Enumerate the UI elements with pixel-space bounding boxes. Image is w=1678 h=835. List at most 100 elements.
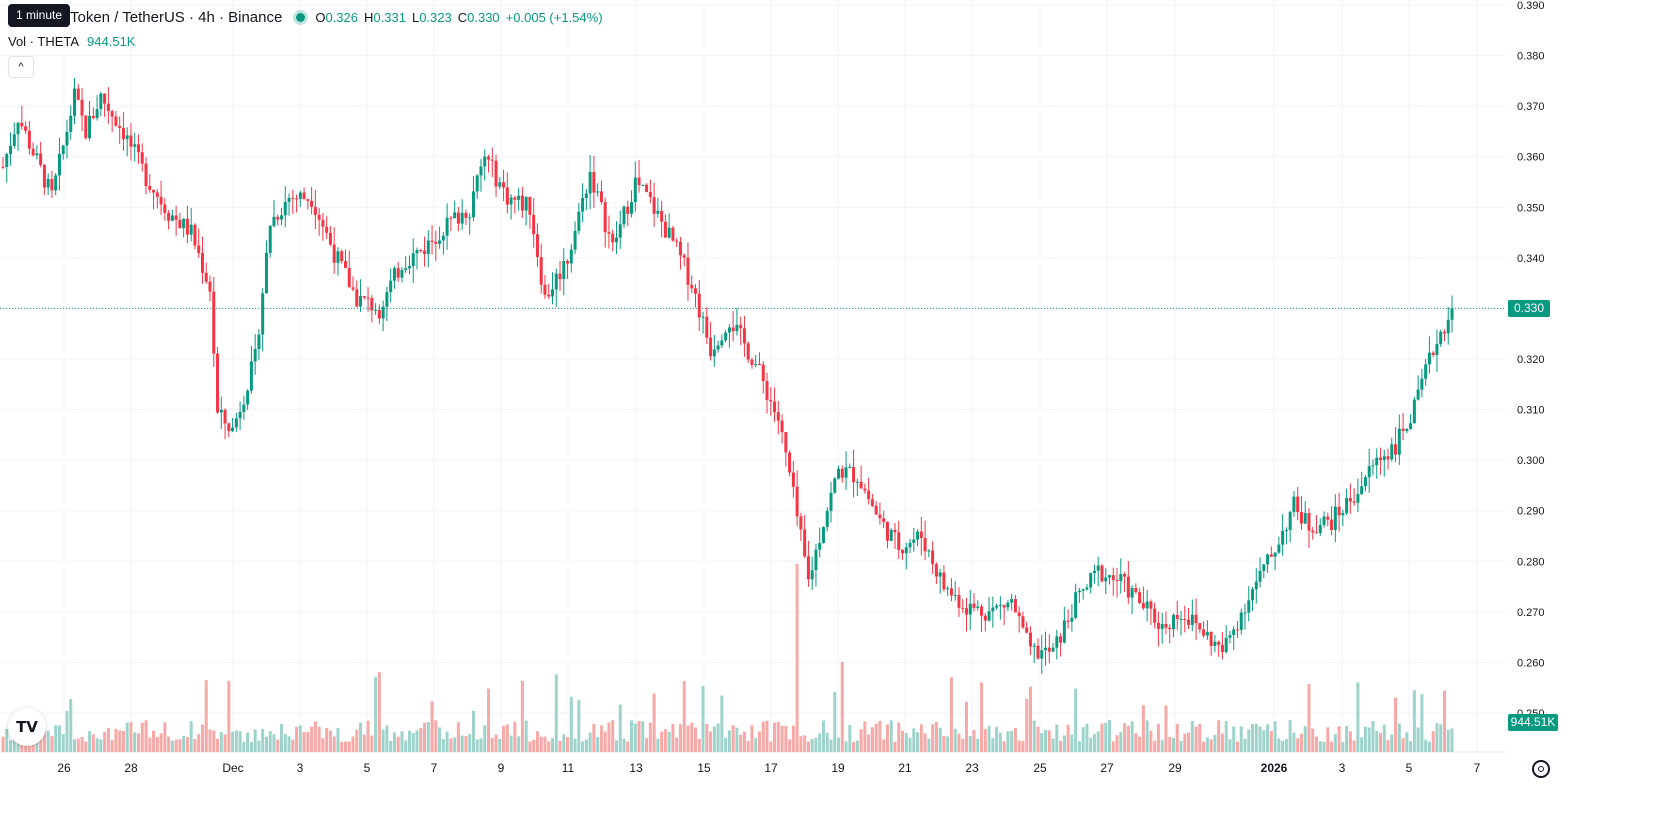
candle-body [302, 192, 306, 200]
volume-bar [550, 738, 554, 752]
time-axis[interactable]: 26 28 Dec 3 5 7 9 11 13 15 17 19 21 23 25 27 29 2026 3 5 7 [57, 761, 1480, 775]
volume-bar [712, 726, 716, 752]
volume-bar [471, 710, 475, 752]
volume-bar [449, 738, 453, 752]
candle-body [445, 217, 449, 236]
volume-bar [392, 732, 396, 752]
candle-body [712, 349, 716, 357]
candle-body [1059, 636, 1063, 643]
candle-body [1085, 587, 1089, 590]
chevron-up-icon: ^ [18, 61, 24, 73]
time-tick-label: 29 [1168, 761, 1182, 775]
volume-bar [185, 736, 189, 752]
volume-bar [54, 725, 58, 752]
candle-body [980, 606, 984, 616]
volume-bar [1179, 740, 1183, 752]
candle-body [298, 192, 302, 199]
candle-body [995, 605, 999, 608]
candle-body [1262, 564, 1266, 571]
volume-bar [1326, 727, 1330, 752]
volume-bar [995, 726, 999, 752]
volume-bar [581, 741, 585, 752]
candle-body [5, 154, 9, 168]
candle-body [641, 185, 645, 187]
change-value: +0.005 (+1.54%) [505, 9, 603, 25]
candle-body [1055, 636, 1059, 648]
candle-body [208, 281, 212, 292]
settings-gear-icon[interactable] [1532, 760, 1550, 778]
candle-body [133, 144, 137, 147]
price-axis[interactable]: 0.3900.3800.3700.3600.3500.3400.3300.320… [1517, 0, 1545, 720]
volume-bar [513, 721, 517, 752]
candle-body [1439, 331, 1443, 344]
volume-bar [445, 731, 449, 752]
candle-body [167, 212, 171, 221]
candle-body [991, 607, 995, 612]
volume-bar [1217, 720, 1221, 752]
volume-bar [193, 739, 197, 752]
candle-body [1251, 589, 1255, 601]
volume-bar [927, 738, 931, 752]
volume-bar [377, 672, 381, 752]
candle-body [362, 296, 366, 298]
candle-body [912, 539, 916, 543]
volume-bar [125, 722, 129, 752]
candle-body [532, 214, 536, 235]
candle-body [1047, 647, 1051, 652]
symbol-title[interactable]: Token / TetherUS · 4h · Binance [70, 8, 283, 26]
price-tick-label: 0.320 [1517, 354, 1545, 366]
candle-body [682, 255, 686, 258]
candle-body [633, 177, 637, 203]
volume-bar [938, 727, 942, 752]
candle-body [1126, 576, 1130, 598]
candle-body [234, 418, 238, 428]
volume-bar [1292, 732, 1296, 752]
price-tick-label: 0.390 [1517, 0, 1545, 12]
volume-bar [419, 727, 423, 752]
tradingview-logo-icon[interactable]: TV [8, 708, 46, 746]
candle-body [91, 115, 95, 119]
volume-bar [321, 738, 325, 752]
price-tick-label: 0.280 [1517, 556, 1545, 568]
volume-label[interactable]: Vol · THETA [8, 33, 80, 49]
candle-body [50, 178, 54, 191]
candle-body [746, 343, 750, 360]
collapse-legend-button[interactable]: ^ [8, 56, 34, 78]
candle-body [1081, 589, 1085, 591]
candle-body [1077, 590, 1081, 593]
candle-body [776, 412, 780, 421]
volume-bar [253, 729, 257, 752]
volume-bar [784, 725, 788, 752]
candle-body [972, 603, 976, 608]
volume-bar [908, 737, 912, 752]
candle-body [1213, 641, 1217, 646]
volume-bar [788, 739, 792, 752]
volume-bar [720, 695, 724, 752]
candle-body [1051, 647, 1055, 652]
volume-bar [1081, 727, 1085, 752]
volume-bar [1363, 726, 1367, 752]
volume-bar [607, 722, 611, 752]
volume-bar [987, 726, 991, 752]
volume-bar [1446, 729, 1450, 752]
volume-bar [61, 734, 65, 752]
volume-bar [276, 739, 280, 752]
volume-bar [889, 720, 893, 752]
candle-body [182, 218, 186, 229]
close-label: C [457, 9, 468, 25]
candle-body [426, 240, 430, 254]
candle-body [355, 289, 359, 307]
candle-body [377, 309, 381, 319]
volume-bar [366, 720, 370, 752]
volume-bar [280, 724, 284, 752]
candle-body [1205, 631, 1209, 636]
candle-body [1243, 612, 1247, 614]
open-value: 0.326 [325, 9, 359, 25]
volume-bar [1164, 705, 1168, 752]
volume-bar [1092, 734, 1096, 752]
candle-body [163, 204, 167, 213]
candle-body [1397, 428, 1401, 455]
volume-bar [622, 738, 626, 752]
volume-bar [42, 727, 46, 752]
